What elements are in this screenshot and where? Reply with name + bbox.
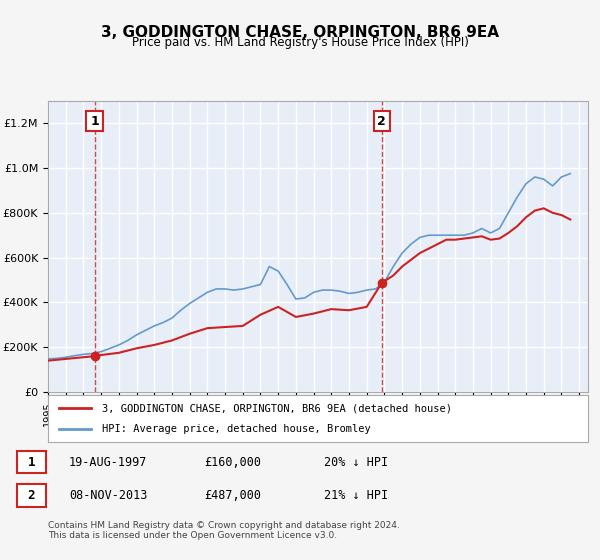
Text: 3, GODDINGTON CHASE, ORPINGTON, BR6 9EA (detached house): 3, GODDINGTON CHASE, ORPINGTON, BR6 9EA … (102, 403, 452, 413)
Text: 1: 1 (90, 115, 99, 128)
Text: 08-NOV-2013: 08-NOV-2013 (69, 489, 148, 502)
Text: Price paid vs. HM Land Registry's House Price Index (HPI): Price paid vs. HM Land Registry's House … (131, 36, 469, 49)
Text: 3, GODDINGTON CHASE, ORPINGTON, BR6 9EA: 3, GODDINGTON CHASE, ORPINGTON, BR6 9EA (101, 25, 499, 40)
Text: £160,000: £160,000 (204, 455, 261, 469)
Text: 21% ↓ HPI: 21% ↓ HPI (324, 489, 388, 502)
Text: HPI: Average price, detached house, Bromley: HPI: Average price, detached house, Brom… (102, 424, 371, 434)
Text: Contains HM Land Registry data © Crown copyright and database right 2024.
This d: Contains HM Land Registry data © Crown c… (48, 521, 400, 540)
Text: 20% ↓ HPI: 20% ↓ HPI (324, 455, 388, 469)
Text: 2: 2 (377, 115, 386, 128)
Text: 19-AUG-1997: 19-AUG-1997 (69, 455, 148, 469)
Text: 2: 2 (28, 489, 35, 502)
Text: £487,000: £487,000 (204, 489, 261, 502)
Text: 1: 1 (28, 455, 35, 469)
